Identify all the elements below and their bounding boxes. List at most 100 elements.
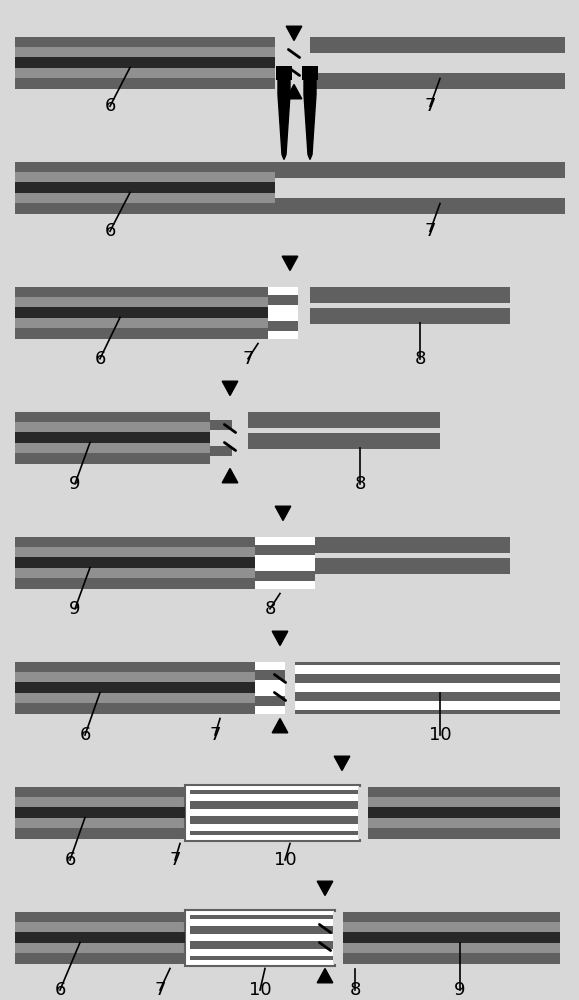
Bar	[343, 912, 560, 964]
Bar	[310, 286, 510, 302]
Bar	[15, 57, 275, 68]
Text: 8: 8	[354, 475, 366, 493]
Text: 8: 8	[349, 981, 361, 999]
Bar	[190, 809, 358, 816]
Polygon shape	[275, 506, 291, 520]
Bar	[15, 36, 275, 89]
Bar	[190, 794, 358, 801]
Bar	[310, 308, 510, 324]
Bar	[295, 701, 560, 710]
Bar	[310, 36, 565, 52]
Bar	[248, 412, 440, 428]
Polygon shape	[272, 631, 288, 646]
Text: 6: 6	[104, 97, 116, 115]
Text: 7: 7	[169, 851, 181, 869]
Bar	[210, 420, 232, 430]
Text: 6: 6	[64, 851, 76, 869]
Bar	[185, 784, 360, 840]
Text: 8: 8	[415, 350, 426, 368]
Bar	[15, 807, 185, 818]
Text: 6: 6	[79, 726, 91, 744]
Bar	[276, 66, 292, 80]
Bar	[190, 790, 358, 835]
Bar	[255, 662, 285, 714]
Bar	[333, 912, 343, 964]
Text: 7: 7	[424, 222, 436, 240]
Bar	[190, 934, 333, 941]
Text: 8: 8	[264, 600, 276, 618]
Bar	[368, 786, 560, 838]
Text: 10: 10	[274, 851, 296, 869]
Bar	[275, 161, 565, 178]
Bar	[15, 422, 210, 453]
Bar	[295, 683, 560, 692]
Polygon shape	[334, 756, 350, 770]
Text: 9: 9	[69, 475, 80, 493]
Bar	[358, 786, 368, 838]
Text: 6: 6	[54, 981, 65, 999]
Bar	[15, 662, 255, 714]
Polygon shape	[282, 256, 298, 270]
Bar	[295, 665, 560, 674]
Bar	[190, 824, 358, 831]
Bar	[310, 73, 565, 89]
Polygon shape	[286, 26, 302, 40]
Bar	[15, 797, 185, 828]
Bar	[15, 672, 255, 703]
Polygon shape	[317, 881, 333, 896]
Bar	[15, 161, 275, 214]
Bar	[210, 446, 232, 456]
Bar	[15, 922, 185, 953]
Bar	[15, 547, 255, 578]
Bar	[15, 412, 210, 464]
Bar	[268, 320, 298, 330]
Bar	[368, 797, 560, 828]
Bar	[190, 915, 333, 960]
Polygon shape	[222, 468, 238, 483]
Text: 7: 7	[424, 97, 436, 115]
Polygon shape	[304, 80, 316, 159]
Bar	[295, 662, 560, 714]
Bar	[190, 949, 333, 956]
Bar	[15, 682, 255, 693]
Bar	[268, 286, 298, 338]
Bar	[255, 570, 315, 580]
Text: 6: 6	[104, 222, 116, 240]
Bar	[185, 910, 335, 966]
Bar	[315, 558, 510, 574]
Text: 9: 9	[455, 981, 466, 999]
Bar	[343, 932, 560, 943]
Polygon shape	[272, 718, 288, 733]
Bar	[275, 198, 565, 214]
Polygon shape	[278, 80, 290, 159]
Text: 7: 7	[154, 981, 166, 999]
Text: 10: 10	[249, 981, 272, 999]
Bar	[15, 557, 255, 568]
Bar	[190, 919, 333, 926]
Bar	[255, 670, 285, 680]
Bar	[15, 297, 268, 328]
Text: 7: 7	[209, 726, 221, 744]
Bar	[15, 182, 275, 193]
Text: 7: 7	[242, 350, 254, 368]
Bar	[15, 912, 185, 964]
Bar	[268, 294, 298, 304]
Bar	[15, 172, 275, 203]
Text: 10: 10	[428, 726, 451, 744]
Bar	[368, 807, 560, 818]
Bar	[248, 432, 440, 448]
Bar	[255, 544, 315, 554]
Bar	[343, 922, 560, 953]
Bar	[15, 432, 210, 443]
Bar	[15, 47, 275, 78]
Polygon shape	[222, 381, 238, 395]
Bar	[255, 696, 285, 706]
Bar	[15, 307, 268, 318]
Bar	[15, 932, 185, 943]
Text: 6: 6	[94, 350, 106, 368]
Bar	[302, 66, 318, 80]
Bar	[15, 786, 185, 838]
Bar	[255, 536, 315, 588]
Polygon shape	[317, 968, 333, 983]
Bar	[315, 536, 510, 552]
